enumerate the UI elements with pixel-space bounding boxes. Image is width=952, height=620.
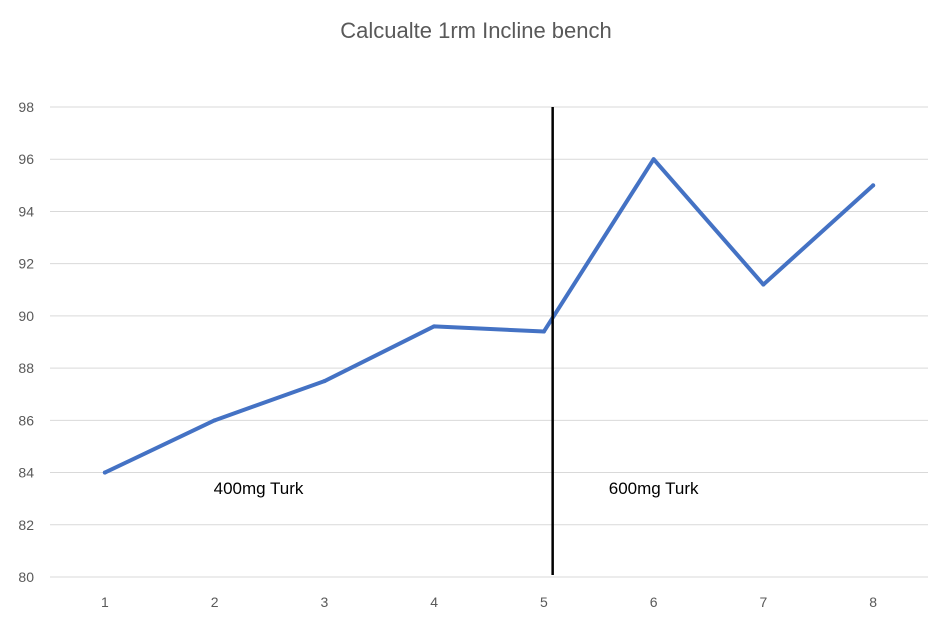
y-tick-label: 94 (18, 203, 34, 219)
x-tick-label: 7 (759, 594, 767, 610)
y-tick-label: 88 (18, 360, 34, 376)
data-point (651, 157, 656, 162)
y-tick-label: 84 (18, 465, 34, 481)
x-tick-label: 4 (430, 594, 438, 610)
y-tick-label: 86 (18, 412, 34, 428)
annotation-label: 600mg Turk (609, 479, 699, 498)
x-tick-label: 1 (101, 594, 109, 610)
data-point (322, 379, 327, 384)
y-axis-ticks: 80 82 84 86 88 90 92 94 96 98 (18, 99, 34, 585)
x-tick-label: 6 (650, 594, 658, 610)
x-tick-label: 2 (211, 594, 219, 610)
data-point (541, 329, 546, 334)
data-point (102, 470, 107, 475)
x-tick-label: 8 (869, 594, 877, 610)
series-layer (102, 157, 876, 475)
data-point (432, 324, 437, 329)
data-point (761, 282, 766, 287)
annotation-label: 400mg Turk (214, 479, 304, 498)
y-tick-label: 90 (18, 308, 34, 324)
x-axis-ticks: 1 2 3 4 5 6 7 8 (101, 594, 877, 610)
y-tick-label: 82 (18, 517, 34, 533)
x-tick-label: 3 (320, 594, 328, 610)
y-tick-label: 92 (18, 256, 34, 272)
y-tick-label: 98 (18, 99, 34, 115)
data-point (212, 418, 217, 423)
y-tick-label: 80 (18, 569, 34, 585)
grid-layer (50, 106, 928, 578)
x-tick-label: 5 (540, 594, 548, 610)
series-line (102, 157, 876, 475)
annotation-layer: 400mg Turk 600mg Turk (214, 479, 699, 498)
data-point (871, 183, 876, 188)
y-tick-label: 96 (18, 151, 34, 167)
chart-title: Calcualte 1rm Incline bench (340, 18, 611, 43)
